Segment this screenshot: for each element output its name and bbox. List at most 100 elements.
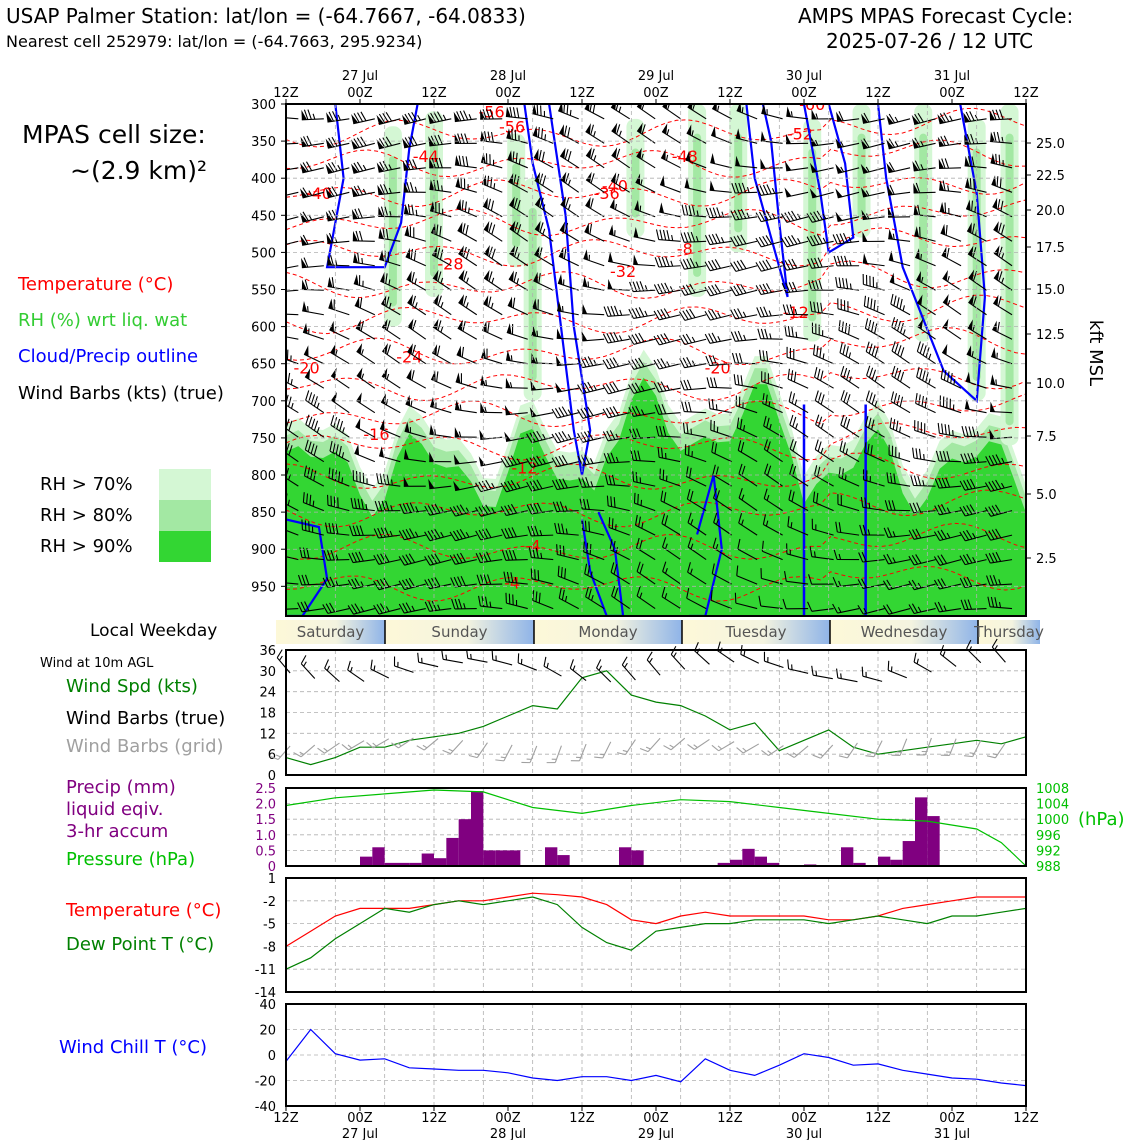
- wind-barb-flag: [407, 294, 413, 306]
- wind-barb-staff: [735, 362, 758, 365]
- wind-barb-flag: [637, 104, 642, 110]
- wind-barb-feather: [313, 470, 317, 481]
- wind-barb-half: [539, 529, 543, 536]
- wind-barb-feather: [839, 342, 843, 353]
- wind-barb-staff: [711, 451, 732, 463]
- wind-barb-feather: [814, 257, 820, 268]
- wind-barb-flag: [735, 155, 741, 167]
- wind-barb-feather: [808, 280, 813, 291]
- precip-label-3: 3-hr accum: [66, 821, 169, 842]
- wind-barb-staff: [840, 424, 860, 438]
- wind-barb-staff: [454, 408, 477, 414]
- wind-barb-feather: [933, 579, 941, 590]
- wind-barb-feather: [818, 280, 823, 291]
- wind-barb-staff: [633, 289, 656, 293]
- wind-barb-flag: [581, 331, 588, 341]
- wind-barb-feather: [537, 127, 540, 138]
- wind-barb-feather: [283, 546, 284, 556]
- wind-barb-feather: [322, 577, 329, 588]
- wind-barb-half: [972, 532, 976, 539]
- wind-barb-staff: [455, 534, 477, 542]
- wind-barb-half: [598, 665, 602, 671]
- wind-barb-half: [290, 378, 293, 385]
- wind-barb-feather: [870, 298, 873, 309]
- wind-barb-staff: [378, 118, 401, 126]
- wind-barb-feather: [281, 518, 282, 528]
- wind-barb-feather: [398, 580, 405, 590]
- wind-barb-feather: [788, 489, 792, 501]
- wind-barb-staff: [585, 596, 605, 610]
- wind-barb-staff: [786, 167, 809, 172]
- wind-barb-half: [362, 188, 367, 195]
- pressure-tick-label: 500: [251, 246, 276, 261]
- wind-barb-flag: [300, 136, 308, 147]
- wind-barb-feather: [409, 528, 416, 538]
- wind-barb-flag: [557, 273, 563, 285]
- wind-barb-feather: [635, 537, 640, 549]
- wind-barb-flag: [636, 147, 642, 159]
- wind-barb-half: [928, 378, 931, 385]
- wind-barb-feather: [857, 604, 864, 615]
- wind-barb-feather: [460, 133, 465, 144]
- kft-tick-label: 17.5: [1036, 241, 1065, 256]
- wind-barb-flag: [481, 174, 487, 186]
- temperature-contour: [286, 522, 1026, 560]
- wind-barb-staff: [455, 185, 477, 193]
- wind-barb-staff: [735, 338, 758, 342]
- wind-barb-feather: [308, 416, 313, 427]
- pressure-tick-label: 988: [1036, 860, 1061, 875]
- wind-barb-staff: [710, 265, 732, 272]
- wind-barb-staff: [633, 263, 656, 267]
- wind-barb-feather: [328, 137, 335, 148]
- bottom-hour-label: 12Z: [1013, 1111, 1039, 1126]
- wind-barb-staff: [506, 510, 528, 517]
- wind-barb-feather: [939, 113, 946, 123]
- wind-barb-feather: [373, 580, 380, 590]
- wind-barb-feather: [327, 550, 332, 561]
- wind-barb-staff: [684, 432, 707, 438]
- wind-barb-feather: [464, 201, 467, 212]
- wind-barb-feather: [512, 549, 517, 561]
- wind-barb-staff: [661, 523, 681, 536]
- wind-barb-flag: [403, 476, 409, 487]
- wind-barb-staff: [378, 534, 401, 539]
- wind-barb-half: [695, 261, 699, 268]
- wind-barb-feather: [947, 424, 951, 436]
- wind-barb-flag: [378, 228, 384, 239]
- wind-barb-half: [385, 606, 390, 612]
- wind-barb-staff: [429, 510, 452, 516]
- wind-barb-feather: [736, 260, 744, 270]
- wind-barb-half: [474, 752, 480, 756]
- wind-barb-flag: [301, 109, 307, 120]
- wind-barb-feather: [687, 744, 695, 750]
- wind-barb-feather: [815, 280, 820, 291]
- wind-barb-half: [795, 423, 799, 429]
- wind-barb-half: [974, 114, 979, 121]
- wind-barb-feather: [462, 155, 465, 167]
- wind-barb-staff: [303, 501, 325, 512]
- wind-barb-staff: [658, 289, 681, 295]
- wind-barb-feather: [873, 299, 876, 311]
- wind-barb-feather: [937, 504, 944, 515]
- wind-barb-feather: [436, 247, 441, 258]
- wind-barb-feather: [277, 212, 282, 221]
- wind-barb-flag: [760, 158, 766, 169]
- wind-barb-feather: [868, 417, 872, 429]
- wind-barb-feather: [310, 468, 314, 480]
- wind-barb-flag: [993, 269, 1000, 281]
- wind-barb-feather: [633, 492, 636, 504]
- wind-barb-feather: [710, 590, 713, 601]
- wind-barb-feather: [381, 500, 386, 511]
- wind-barb-feather: [621, 656, 628, 666]
- wind-barb-staff: [329, 450, 350, 463]
- wind-barb-staff: [713, 522, 732, 536]
- wind-barb-feather: [439, 249, 444, 260]
- wind-barb-feather: [551, 457, 558, 467]
- wind-barb-staff: [812, 216, 834, 223]
- wind-barb-flag: [376, 114, 384, 125]
- wind-barb-feather: [605, 407, 613, 418]
- wind-barb-feather: [354, 603, 361, 613]
- wind-barb-feather: [510, 503, 517, 514]
- wind-barb-feather: [355, 552, 361, 562]
- wind-barb-staff: [455, 510, 477, 517]
